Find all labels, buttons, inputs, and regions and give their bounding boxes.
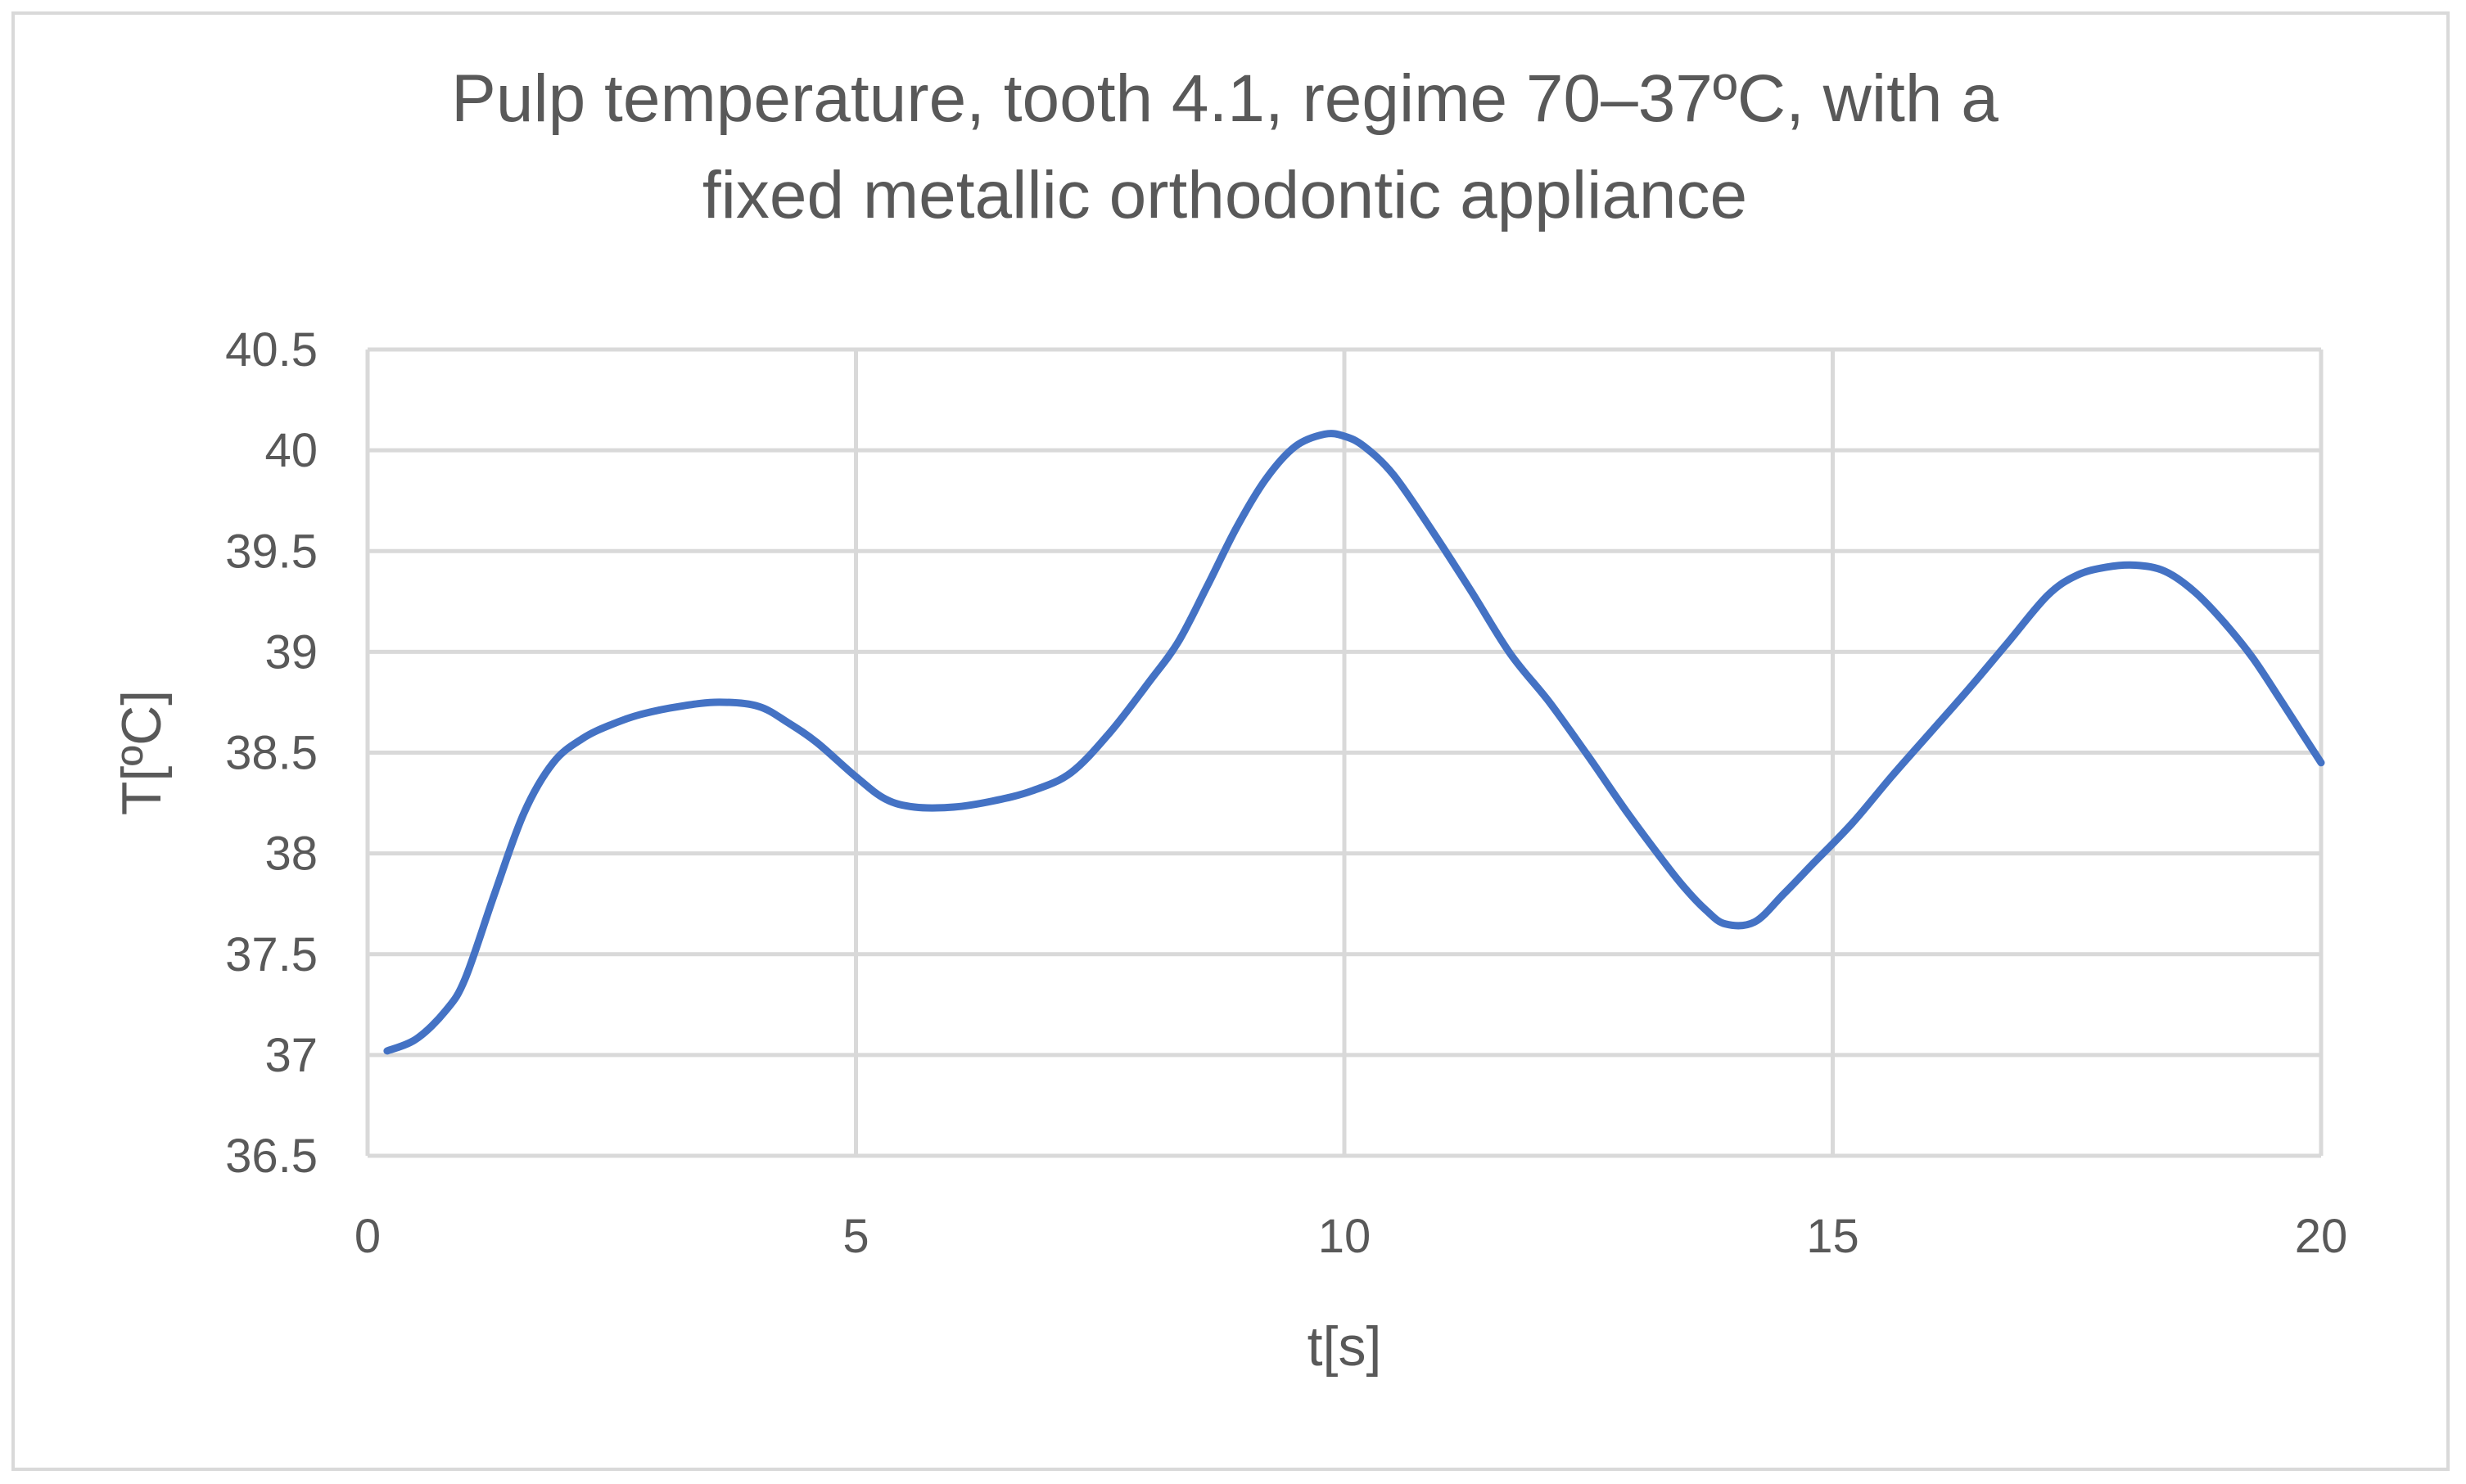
x-axis-ticks: 0 5 10 15 20 [355,1210,2347,1263]
chart-title-line-2: fixed metallic orthodontic appliance [702,158,1747,232]
y-tick-label: 40 [264,424,318,477]
y-tick-label: 39.5 [225,525,318,578]
x-tick-label: 10 [1318,1210,1371,1263]
x-tick-label: 0 [355,1210,381,1263]
x-tick-label: 20 [2295,1210,2348,1263]
x-axis-title: t[s] [1308,1315,1382,1378]
y-tick-label: 37.5 [225,928,318,981]
chart-title-line-1: Pulp temperature, tooth 4.1, regime 70–3… [451,61,1999,136]
y-tick-label: 38.5 [225,727,318,780]
y-tick-label: 40.5 [225,323,318,377]
y-tick-label: 36.5 [225,1130,318,1183]
x-tick-label: 5 [842,1210,869,1263]
series-group [383,430,2325,1055]
chart-svg: Pulp temperature, tooth 4.1, regime 70–3… [111,61,2347,1378]
x-tick-label: 15 [1806,1210,1859,1263]
gridlines [365,347,2324,1158]
series-line [383,430,2325,1055]
y-tick-label: 37 [264,1029,318,1082]
chart-frame: Pulp temperature, tooth 4.1, regime 70–3… [11,11,2450,1471]
y-axis-ticks: 36.5 37 37.5 38 38.5 39 39.5 40 40.5 [225,323,318,1183]
y-tick-label: 39 [264,625,318,679]
chart-title: Pulp temperature, tooth 4.1, regime 70–3… [451,61,1999,232]
y-axis-title: T[ºC] [111,690,173,815]
y-tick-label: 38 [264,828,318,881]
